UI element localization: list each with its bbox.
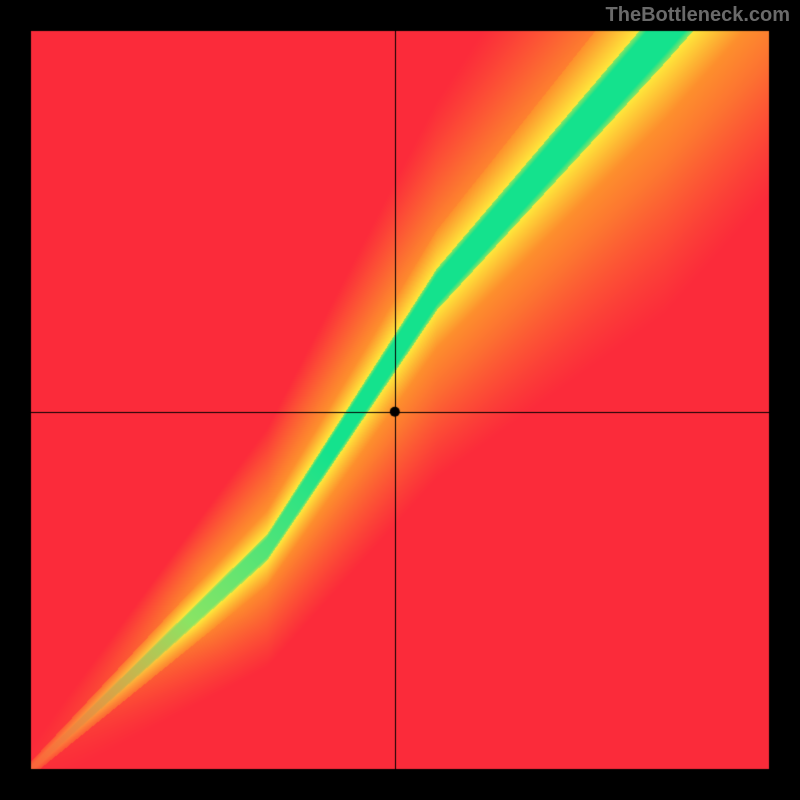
heatmap-canvas xyxy=(0,0,800,800)
watermark-text: TheBottleneck.com xyxy=(606,4,790,27)
chart-container: TheBottleneck.com xyxy=(0,0,800,800)
